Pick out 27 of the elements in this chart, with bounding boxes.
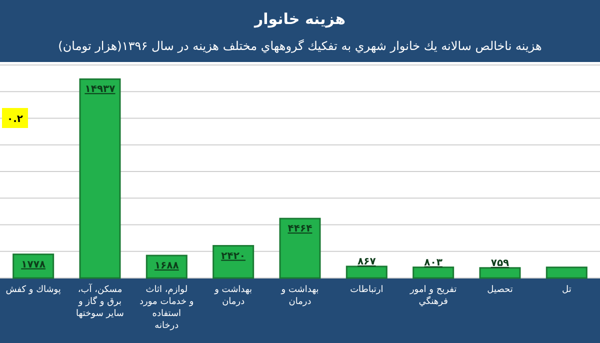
x-tick-label: پوشاك و كفش [6,285,62,295]
x-tick-label: تل [562,285,572,295]
x-tick-label: مسكن، آب، برق و گاز و ساير سوختها [76,283,124,319]
bar [346,266,388,279]
bar [479,267,521,279]
bar [546,266,588,279]
data-label: ۱۶۸۸ [154,260,179,272]
data-label: ۸۶۷ [358,256,376,268]
x-tick-label: بهداشت و درمان [214,285,252,307]
x-tick-label: ارتباطات [350,285,384,295]
x-tick-label: تفريح و امور فرهنگي [408,285,458,307]
bar [279,218,321,279]
bar [212,245,254,279]
data-label: ۲۴۲۰ [221,250,246,262]
x-tick-label: لوازم، اثاث و خدمات مورد استفاده درخانه [140,285,194,331]
data-label: ۸۰۳ [424,257,442,268]
annotation: ۰.۲ [6,114,24,125]
chart-subtitle: هزينه ناخالص سالانه يك خانوار شهري به تفكيك گروههاي مختلف هزينه در سال ۱۳۹۶(هزار تومان) [58,39,542,53]
data-label: ۱۷۷۸ [21,259,46,270]
bar [412,266,454,279]
data-label: ۷۵۹ [490,258,510,269]
data-label: ۴۴۶۴ [288,224,312,235]
x-tick-label: بهداشت و درمان [280,285,319,307]
chart-title: هزينه خانوار [253,10,346,28]
data-label: ۱۴۹۳۷ [84,84,116,96]
bar [79,78,121,279]
x-tick-label: تحصيل [487,285,514,295]
